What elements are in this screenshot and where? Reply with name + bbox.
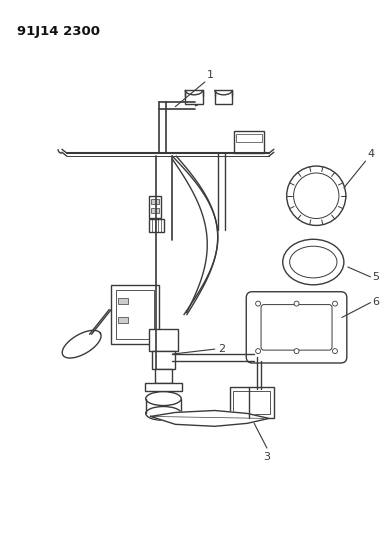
Ellipse shape — [283, 239, 344, 285]
Circle shape — [256, 349, 260, 353]
Bar — [237, 134, 262, 142]
Text: 6: 6 — [373, 297, 379, 306]
Bar — [154, 369, 172, 383]
Bar — [151, 208, 158, 213]
Bar — [149, 329, 178, 351]
Bar — [235, 132, 264, 153]
Bar — [145, 383, 182, 391]
FancyBboxPatch shape — [246, 292, 347, 363]
Bar — [118, 318, 128, 324]
Bar — [149, 196, 160, 217]
Bar — [230, 387, 274, 418]
Bar — [151, 199, 158, 204]
Circle shape — [294, 173, 339, 219]
Bar — [149, 219, 165, 232]
Circle shape — [294, 349, 299, 353]
Circle shape — [256, 301, 260, 306]
Bar — [215, 90, 233, 104]
Circle shape — [287, 166, 346, 225]
Polygon shape — [151, 410, 269, 426]
Circle shape — [294, 301, 299, 306]
Bar — [118, 297, 128, 304]
Text: 1: 1 — [207, 70, 214, 80]
Bar — [233, 391, 270, 415]
Text: 3: 3 — [264, 452, 271, 462]
Text: 4: 4 — [368, 149, 375, 159]
Ellipse shape — [146, 407, 181, 421]
Bar — [116, 290, 154, 339]
Ellipse shape — [290, 246, 337, 278]
Text: 5: 5 — [373, 272, 379, 282]
Text: 91J14 2300: 91J14 2300 — [16, 25, 100, 37]
Ellipse shape — [146, 392, 181, 406]
Bar — [111, 285, 158, 344]
Circle shape — [332, 301, 337, 306]
Bar — [152, 351, 175, 369]
Text: 2: 2 — [218, 344, 225, 354]
Circle shape — [332, 349, 337, 353]
Bar — [185, 90, 203, 104]
FancyBboxPatch shape — [261, 304, 332, 350]
